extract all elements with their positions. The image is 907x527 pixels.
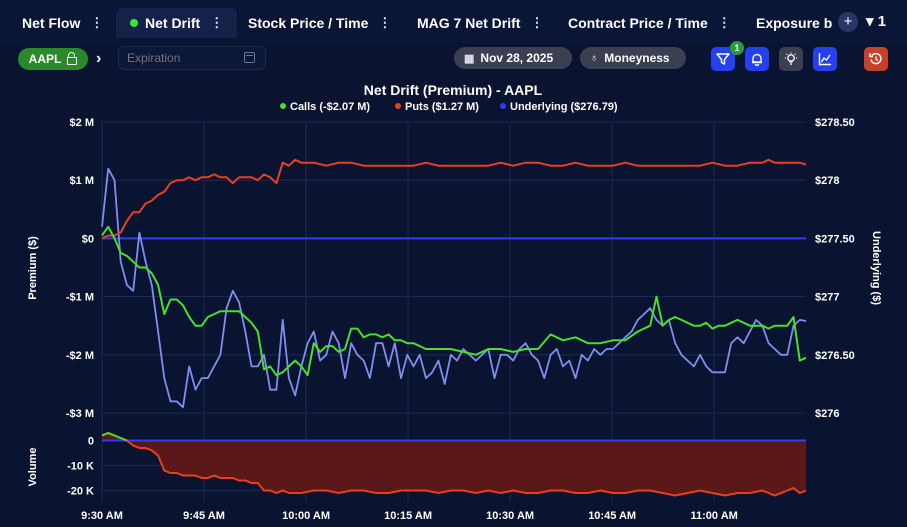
tab-label: Net Drift bbox=[145, 15, 201, 31]
volume-positive-line bbox=[101, 431, 128, 442]
y-right-tick-label: $276.50 bbox=[815, 350, 855, 362]
chevron-right-icon[interactable]: › bbox=[96, 50, 102, 67]
tab-label: Stock Price / Time bbox=[248, 15, 369, 31]
chart-series bbox=[101, 158, 807, 409]
bell-icon bbox=[752, 53, 762, 66]
expiration-input[interactable] bbox=[118, 46, 266, 70]
y-left-tick-label: -$3 M bbox=[66, 408, 94, 420]
chart-legend[interactable]: Calls (-$2.07 M) Puts ($1.27 M) Underlying… bbox=[280, 101, 618, 113]
legend-marker bbox=[395, 103, 401, 109]
y-left-tick-label: $0 bbox=[82, 233, 94, 245]
reset-icon bbox=[869, 52, 882, 65]
calls-line bbox=[101, 225, 807, 377]
tab-label: Exposure b bbox=[756, 15, 833, 31]
filter-icon bbox=[716, 53, 730, 65]
x-tick-label: 11:00 AM bbox=[691, 510, 738, 522]
date-label: Nov 28, 2025 bbox=[480, 51, 554, 65]
x-tick-label: 9:30 AM bbox=[81, 510, 123, 522]
y-right-tick-label: $278 bbox=[815, 175, 839, 187]
y-left-tick-label: $1 M bbox=[70, 175, 94, 187]
tab-label: MAG 7 Net Drift bbox=[417, 15, 521, 31]
y-right-tick-label: $277.50 bbox=[815, 233, 855, 245]
puts-line bbox=[101, 158, 807, 240]
chart-title: Net Drift (Premium) - AAPL bbox=[364, 82, 543, 98]
y-right-tick-label: $277 bbox=[815, 292, 839, 304]
legend-marker bbox=[280, 103, 286, 109]
x-tick-label: 9:45 AM bbox=[183, 510, 225, 522]
tab-overflow-dropdown[interactable]: ▾ 1 bbox=[866, 12, 886, 30]
calendar-icon: ▦ bbox=[464, 52, 475, 65]
active-dot-icon bbox=[130, 19, 138, 27]
x-tick-label: 10:00 AM bbox=[282, 510, 330, 522]
y-right-tick-label: $278.50 bbox=[815, 117, 855, 129]
chart-icon bbox=[818, 53, 831, 66]
theme-toggle-button[interactable] bbox=[779, 47, 803, 71]
volume-panel bbox=[101, 431, 807, 497]
y-left-tick-label: -$2 M bbox=[66, 350, 94, 362]
tab-menu-icon[interactable]: ⋮ bbox=[717, 15, 731, 30]
volume-axis-label: Volume bbox=[27, 448, 39, 487]
moneyness-label: Moneyness bbox=[604, 51, 670, 65]
tab-stock-price-time[interactable]: Stock Price / Time ⋮ bbox=[248, 8, 391, 38]
volume-tick-label: 0 bbox=[88, 436, 94, 448]
x-tick-label: 10:45 AM bbox=[588, 510, 636, 522]
chart-settings-button[interactable] bbox=[813, 47, 837, 71]
tab-menu-icon[interactable]: ⋮ bbox=[210, 15, 224, 30]
tab-net-drift[interactable]: Net Drift ⋮ bbox=[116, 8, 238, 38]
volume-tick-label: -10 K bbox=[67, 461, 94, 473]
y-right-axis-label: Underlying ($) bbox=[870, 231, 882, 305]
y-left-tick-label: $2 M bbox=[70, 117, 94, 129]
volume-area bbox=[102, 433, 806, 496]
x-tick-label: 10:30 AM bbox=[486, 510, 534, 522]
legend-entry: Underlying ($276.79) bbox=[510, 101, 618, 113]
legend-marker bbox=[500, 103, 506, 109]
y-left-tick-label: -$1 M bbox=[66, 292, 94, 304]
tab-contract-price-time[interactable]: Contract Price / Time ⋮ bbox=[568, 8, 731, 38]
lightbulb-icon bbox=[785, 52, 797, 65]
moneybag-icon: ♁ bbox=[590, 52, 599, 64]
x-tick-label: 10:15 AM bbox=[384, 510, 432, 522]
alerts-button[interactable] bbox=[745, 47, 769, 71]
tab-exposure[interactable]: Exposure b bbox=[756, 8, 836, 38]
filter-count-badge: 1 bbox=[730, 41, 744, 55]
reset-button[interactable] bbox=[864, 47, 888, 71]
net-drift-chart: $2 M $1 M $0 -$1 M -$2 M -$3 M $278.50 $278 $277… bbox=[27, 82, 882, 522]
underlying-line bbox=[101, 167, 807, 409]
legend-entry: Calls (-$2.07 M) bbox=[290, 101, 370, 113]
tab-menu-icon[interactable]: ⋮ bbox=[378, 15, 392, 30]
tab-menu-icon[interactable]: ⋮ bbox=[90, 15, 104, 30]
volume-tick-label: -20 K bbox=[67, 486, 94, 498]
ticker-selector[interactable]: AAPL bbox=[18, 48, 88, 70]
chevron-down-icon: ▾ bbox=[866, 13, 874, 30]
ticker-label: AAPL bbox=[28, 52, 62, 66]
tab-mag7-net-drift[interactable]: MAG 7 Net Drift ⋮ bbox=[417, 8, 543, 38]
tab-bar: Net Flow ⋮ Net Drift ⋮ Stock Price / Tim… bbox=[0, 0, 907, 44]
toolbar: AAPL › ▦ Nov 28, 2025 ♁ Moneyness bbox=[0, 44, 907, 76]
legend-entry: Puts ($1.27 M) bbox=[405, 101, 479, 113]
chart-axes: $2 M $1 M $0 -$1 M -$2 M -$3 M $278.50 $278 $277… bbox=[27, 117, 882, 522]
add-tab-button[interactable]: + bbox=[838, 12, 858, 32]
volume-line bbox=[101, 431, 807, 497]
y-right-tick-label: $276 bbox=[815, 408, 839, 420]
moneyness-button[interactable]: ♁ Moneyness bbox=[580, 47, 686, 69]
date-picker-button[interactable]: ▦ Nov 28, 2025 bbox=[454, 47, 572, 69]
calendar-icon[interactable] bbox=[244, 52, 255, 63]
y-left-axis-label: Premium ($) bbox=[27, 236, 39, 300]
tab-label: Contract Price / Time bbox=[568, 15, 708, 31]
tab-overflow-count: 1 bbox=[877, 13, 887, 30]
tab-menu-icon[interactable]: ⋮ bbox=[530, 15, 544, 30]
lock-icon[interactable] bbox=[67, 52, 78, 65]
tab-net-flow[interactable]: Net Flow ⋮ bbox=[22, 8, 103, 38]
tab-label: Net Flow bbox=[22, 15, 81, 31]
